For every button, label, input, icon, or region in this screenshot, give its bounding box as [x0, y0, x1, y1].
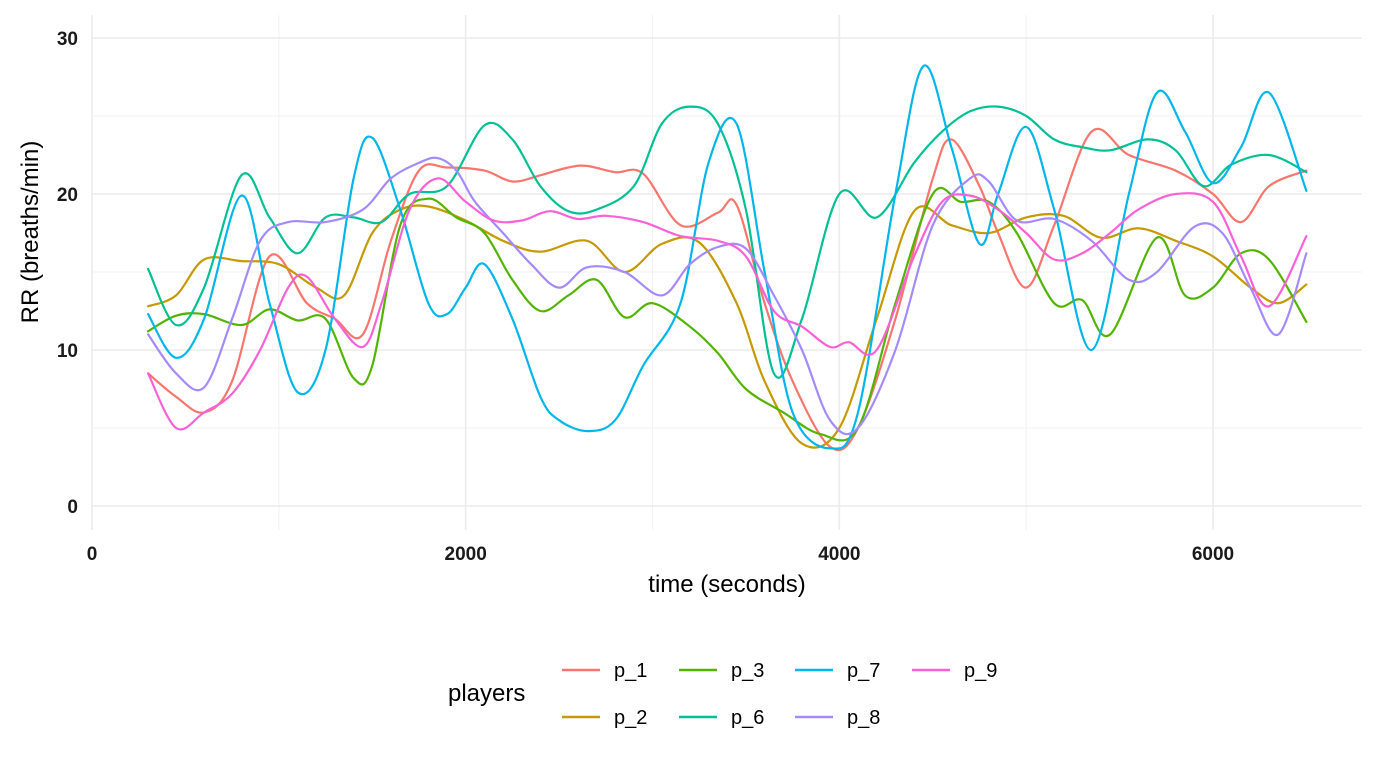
legend-label: p_3 [731, 660, 764, 682]
series-line-p-7 [147, 64, 1308, 450]
legend-item-p-8: p_8 [795, 707, 880, 729]
grid [91, 15, 1362, 530]
y-axis-title: RR (breaths/min) [17, 141, 44, 324]
series-line-p-1 [147, 127, 1308, 452]
legend-item-p-7: p_7 [795, 660, 880, 682]
y-tick-label: 20 [57, 185, 78, 206]
x-tick-label: 2000 [445, 544, 487, 565]
series-line-p-2 [147, 204, 1308, 449]
x-axis-ticks: 0 2000 4000 6000 [87, 544, 1234, 565]
y-tick-label: 30 [57, 29, 78, 50]
x-axis-title: time (seconds) [648, 571, 805, 598]
legend-title: players [448, 680, 525, 707]
series-lines [147, 64, 1308, 452]
x-tick-label: 6000 [1192, 544, 1234, 565]
y-tick-label: 0 [67, 497, 78, 518]
legend-item-p-6: p_6 [679, 707, 764, 729]
series-line-p-3 [147, 186, 1308, 442]
series-line-p-8 [147, 156, 1308, 436]
legend-label: p_9 [964, 660, 997, 682]
x-tick-label: 0 [87, 544, 98, 565]
legend: p_1 p_2 p_3 p_6 p_7 p_8 p_9 [562, 660, 997, 729]
legend-label: p_1 [614, 660, 647, 682]
series-line-p-6 [147, 105, 1308, 379]
y-tick-label: 10 [57, 341, 78, 362]
y-axis-ticks: 0 10 20 30 [57, 29, 78, 518]
legend-item-p-2: p_2 [562, 707, 647, 729]
legend-label: p_2 [614, 707, 647, 729]
legend-item-p-3: p_3 [679, 660, 764, 682]
series-line-p-9 [147, 177, 1308, 431]
legend-label: p_7 [847, 660, 880, 682]
legend-item-p-9: p_9 [912, 660, 997, 682]
x-tick-label: 4000 [818, 544, 860, 565]
legend-label: p_8 [847, 707, 880, 729]
legend-label: p_6 [731, 707, 764, 729]
legend-item-p-1: p_1 [562, 660, 647, 682]
